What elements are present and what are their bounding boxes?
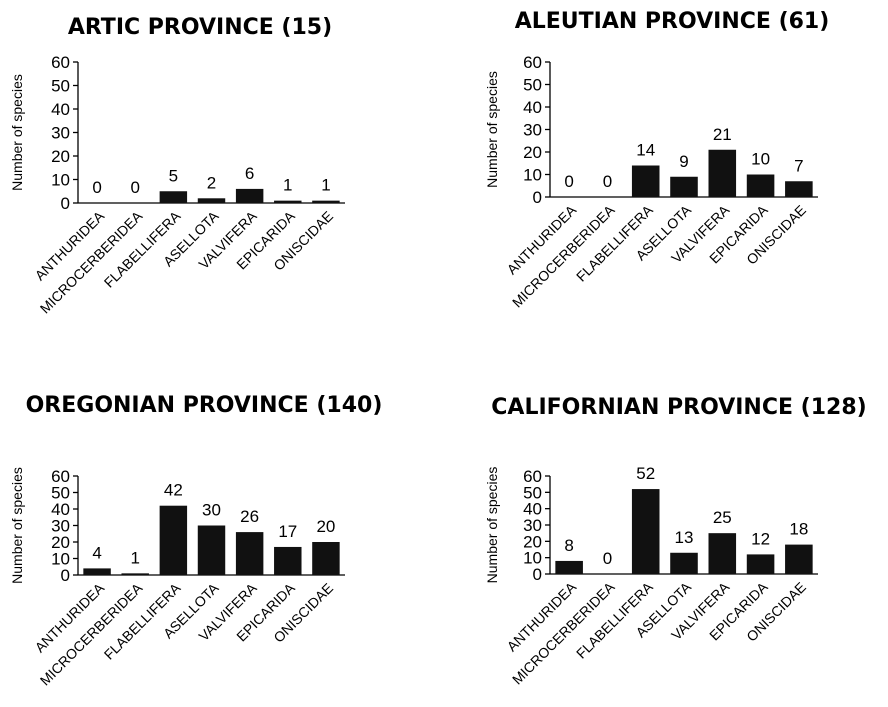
y-tick-label: 60 [51,467,70,486]
y-tick-label: 50 [51,77,70,96]
data-label: 1 [321,176,330,195]
bar-valvifera [235,532,264,575]
bar-microcerberidea [121,573,149,575]
bar-anthuridea [555,560,583,574]
bar-asellota [197,525,226,575]
y-tick-label: 0 [533,188,542,207]
y-tick-label: 20 [51,147,70,166]
data-label: 20 [316,517,335,536]
y-tick-label: 30 [523,516,542,535]
data-label: 8 [564,536,573,555]
y-tick-label: 50 [523,76,542,95]
y-tick-label: 40 [51,500,70,519]
bar-flabellifera [631,165,660,197]
bar-asellota [670,176,698,197]
y-tick-label: 30 [51,517,70,536]
data-label: 52 [636,464,655,483]
chart-title: CALIFORNIAN PROVINCE (128) [491,395,866,420]
y-tick-label: 60 [51,53,70,72]
y-tick-label: 20 [51,533,70,552]
data-label: 1 [130,548,139,567]
data-label: 0 [564,172,573,191]
y-tick-label: 20 [523,532,542,551]
chart-4: CALIFORNIAN PROVINCE (128) Number of spec… [484,395,867,687]
data-label: 26 [240,507,259,526]
bar-flabellifera [159,191,188,203]
data-label: 17 [278,522,297,541]
chart-title: ARTIC PROVINCE (15) [68,15,332,40]
bar-oniscidae [785,544,813,574]
y-tick-label: 40 [523,500,542,519]
y-tick-label: 60 [523,467,542,486]
bar-oniscidae [312,542,340,575]
bar-valvifera [235,188,264,203]
bar-flabellifera [631,489,660,574]
bar-oniscidae [312,200,340,203]
y-tick-label: 0 [61,194,70,213]
bar-epicarida [746,174,775,197]
chart-2: ALEUTIAN PROVINCE (61) Number of species 0… [484,9,829,310]
data-label: 0 [603,172,612,191]
data-label: 1 [283,176,292,195]
y-axis-label: Number of species [9,467,25,584]
bar-flabellifera [159,505,188,575]
y-tick-label: 60 [523,53,542,72]
y-tick-label: 10 [51,171,70,190]
bar-valvifera [708,533,737,574]
data-label: 0 [130,178,139,197]
y-tick-label: 30 [51,124,70,143]
y-tick-label: 0 [61,566,70,585]
y-axis-label: Number of species [484,71,500,188]
bar-epicarida [274,546,302,575]
y-tick-label: 50 [523,483,542,502]
chart-3: OREGONIAN PROVINCE (140) Number of specie… [9,393,382,688]
y-axis-label: Number of species [484,467,500,584]
data-label: 25 [713,508,732,527]
bar-asellota [197,198,226,203]
chart-1: ARTIC PROVINCE (15)Number of species0102… [9,15,345,316]
data-label: 0 [603,549,612,568]
y-tick-label: 10 [523,166,542,185]
data-label: 9 [679,152,688,171]
y-tick-label: 40 [523,98,542,117]
y-tick-label: 40 [51,100,70,119]
bar-asellota [670,552,698,574]
data-label: 42 [164,481,183,500]
data-label: 2 [207,173,216,192]
y-tick-label: 20 [523,143,542,162]
chart-title: ALEUTIAN PROVINCE (61) [515,9,830,34]
bar-valvifera [708,149,737,197]
y-axis-label: Number of species [9,74,25,191]
data-label: 10 [751,150,770,169]
data-label: 30 [202,501,221,520]
y-tick-label: 50 [51,484,70,503]
y-tick-label: 30 [523,121,542,140]
data-label: 13 [675,528,694,547]
data-label: 18 [789,520,808,539]
data-label: 14 [636,141,655,160]
y-tick-label: 0 [533,565,542,584]
y-tick-label: 10 [523,549,542,568]
data-label: 21 [713,125,732,144]
bar-anthuridea [83,568,111,575]
data-label: 4 [92,543,101,562]
bar-epicarida [746,554,775,574]
data-label: 6 [245,164,254,183]
bar-oniscidae [785,181,813,197]
bar-epicarida [274,200,302,203]
data-label: 0 [92,178,101,197]
data-label: 7 [794,156,803,175]
data-label: 12 [751,529,770,548]
y-tick-label: 10 [51,550,70,569]
data-label: 5 [169,166,178,185]
chart-title: OREGONIAN PROVINCE (140) [26,393,383,418]
